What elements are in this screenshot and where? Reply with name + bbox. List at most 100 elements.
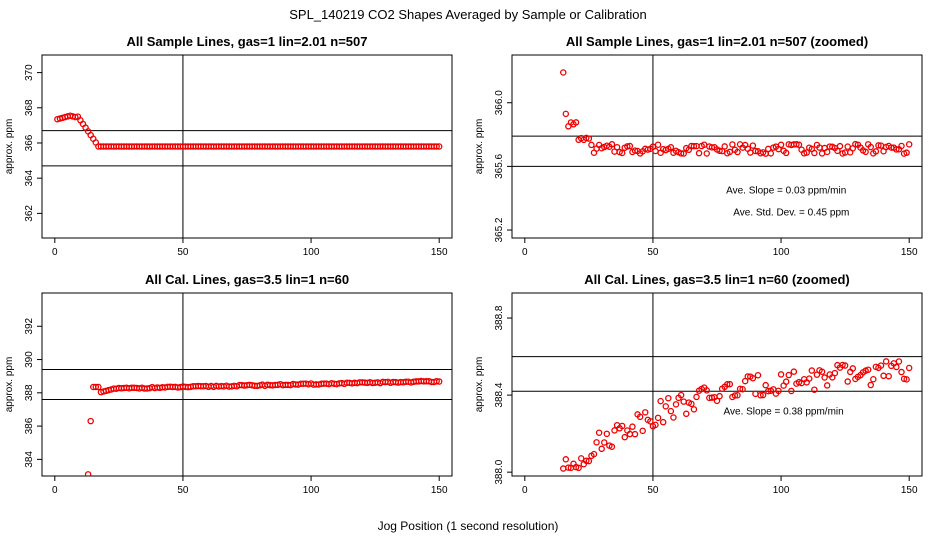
data-point <box>898 368 905 376</box>
data-point <box>864 366 872 373</box>
data-point <box>777 371 785 378</box>
x-tick-label: 0 <box>522 247 528 258</box>
data-point <box>749 374 757 382</box>
data-point <box>652 147 659 155</box>
data-point <box>703 150 711 157</box>
y-axis-label: approx. ppm <box>4 357 15 413</box>
data-point <box>583 457 590 465</box>
data-point <box>608 141 616 148</box>
data-point <box>762 381 769 389</box>
data-point <box>577 455 585 462</box>
panel-title: All Sample Lines, gas=1 lin=2.01 n=507 (… <box>566 34 868 49</box>
data-point <box>590 450 598 458</box>
data-point <box>680 150 687 157</box>
data-point <box>811 149 818 157</box>
data-point <box>739 385 746 393</box>
y-tick-label: 364 <box>24 169 35 186</box>
data-point <box>695 149 703 157</box>
data-point <box>823 148 831 156</box>
data-point <box>435 378 443 385</box>
data-point <box>703 387 711 394</box>
data-point <box>716 392 723 400</box>
data-point <box>562 456 570 463</box>
data-point <box>677 391 685 399</box>
data-point <box>572 119 580 126</box>
data-point <box>749 142 757 149</box>
x-tick-label: 100 <box>773 247 790 258</box>
point-series <box>54 112 443 150</box>
data-point <box>708 144 716 151</box>
data-point <box>560 69 567 76</box>
data-point <box>670 414 677 421</box>
x-tick-label: 100 <box>303 247 320 258</box>
data-point <box>667 144 675 151</box>
data-point <box>823 382 831 389</box>
data-point <box>836 142 844 150</box>
y-tick-label: 362 <box>24 205 35 222</box>
data-point <box>741 377 749 385</box>
data-point <box>803 149 810 156</box>
point-series <box>560 69 913 157</box>
data-point <box>608 443 616 450</box>
data-point <box>818 368 826 375</box>
data-point <box>433 377 440 385</box>
data-point <box>849 365 857 372</box>
data-point <box>808 367 816 374</box>
data-point <box>757 392 764 399</box>
y-tick-label: 388 <box>24 384 35 401</box>
data-point <box>657 397 664 405</box>
figure-title: SPL_140219 CO2 Shapes Averaged by Sample… <box>289 7 647 22</box>
data-point <box>777 141 785 149</box>
data-point <box>734 392 741 399</box>
y-tick-label: 366.0 <box>494 90 505 115</box>
data-point <box>433 143 440 150</box>
data-point <box>558 477 563 482</box>
data-point <box>806 375 813 382</box>
data-point <box>867 143 875 151</box>
data-point <box>87 417 94 425</box>
plot-frame <box>511 54 923 239</box>
data-point <box>905 141 913 148</box>
data-point <box>565 464 572 471</box>
data-point <box>677 150 685 157</box>
data-point <box>713 397 721 405</box>
data-point <box>560 465 567 472</box>
y-axis-label: approx. ppm <box>474 119 485 175</box>
data-point <box>708 394 716 401</box>
data-point <box>885 372 892 380</box>
data-point <box>767 150 775 157</box>
data-point <box>575 464 582 472</box>
data-point <box>731 392 739 399</box>
plot-frame <box>41 54 453 239</box>
data-point <box>84 471 92 476</box>
data-point <box>905 364 913 372</box>
data-point <box>818 150 826 157</box>
data-point <box>821 374 828 381</box>
data-point <box>811 386 818 393</box>
data-point <box>688 400 695 408</box>
figure-x-label: Jog Position (1 second resolution) <box>378 519 559 533</box>
data-point <box>795 141 803 149</box>
data-point <box>754 371 762 379</box>
data-point <box>724 381 731 388</box>
x-tick-label: 0 <box>522 485 528 496</box>
data-point <box>734 148 741 156</box>
data-point <box>613 143 621 151</box>
data-point <box>844 378 851 385</box>
panel-title: All Cal. Lines, gas=3.5 lin=1 n=60 <box>145 272 349 287</box>
data-point <box>775 387 782 395</box>
x-tick-label: 150 <box>901 485 918 496</box>
data-point <box>867 381 875 389</box>
data-point <box>621 433 629 441</box>
data-point <box>585 135 593 142</box>
data-point <box>880 372 887 380</box>
y-axis-label: approx. ppm <box>474 357 485 413</box>
data-point <box>752 390 759 398</box>
data-point <box>895 358 903 365</box>
data-point <box>834 147 841 155</box>
annotation: Ave. Slope = 0.38 ppm/min <box>724 406 844 417</box>
data-point <box>598 445 605 453</box>
data-point <box>672 401 680 408</box>
data-point <box>862 148 869 156</box>
